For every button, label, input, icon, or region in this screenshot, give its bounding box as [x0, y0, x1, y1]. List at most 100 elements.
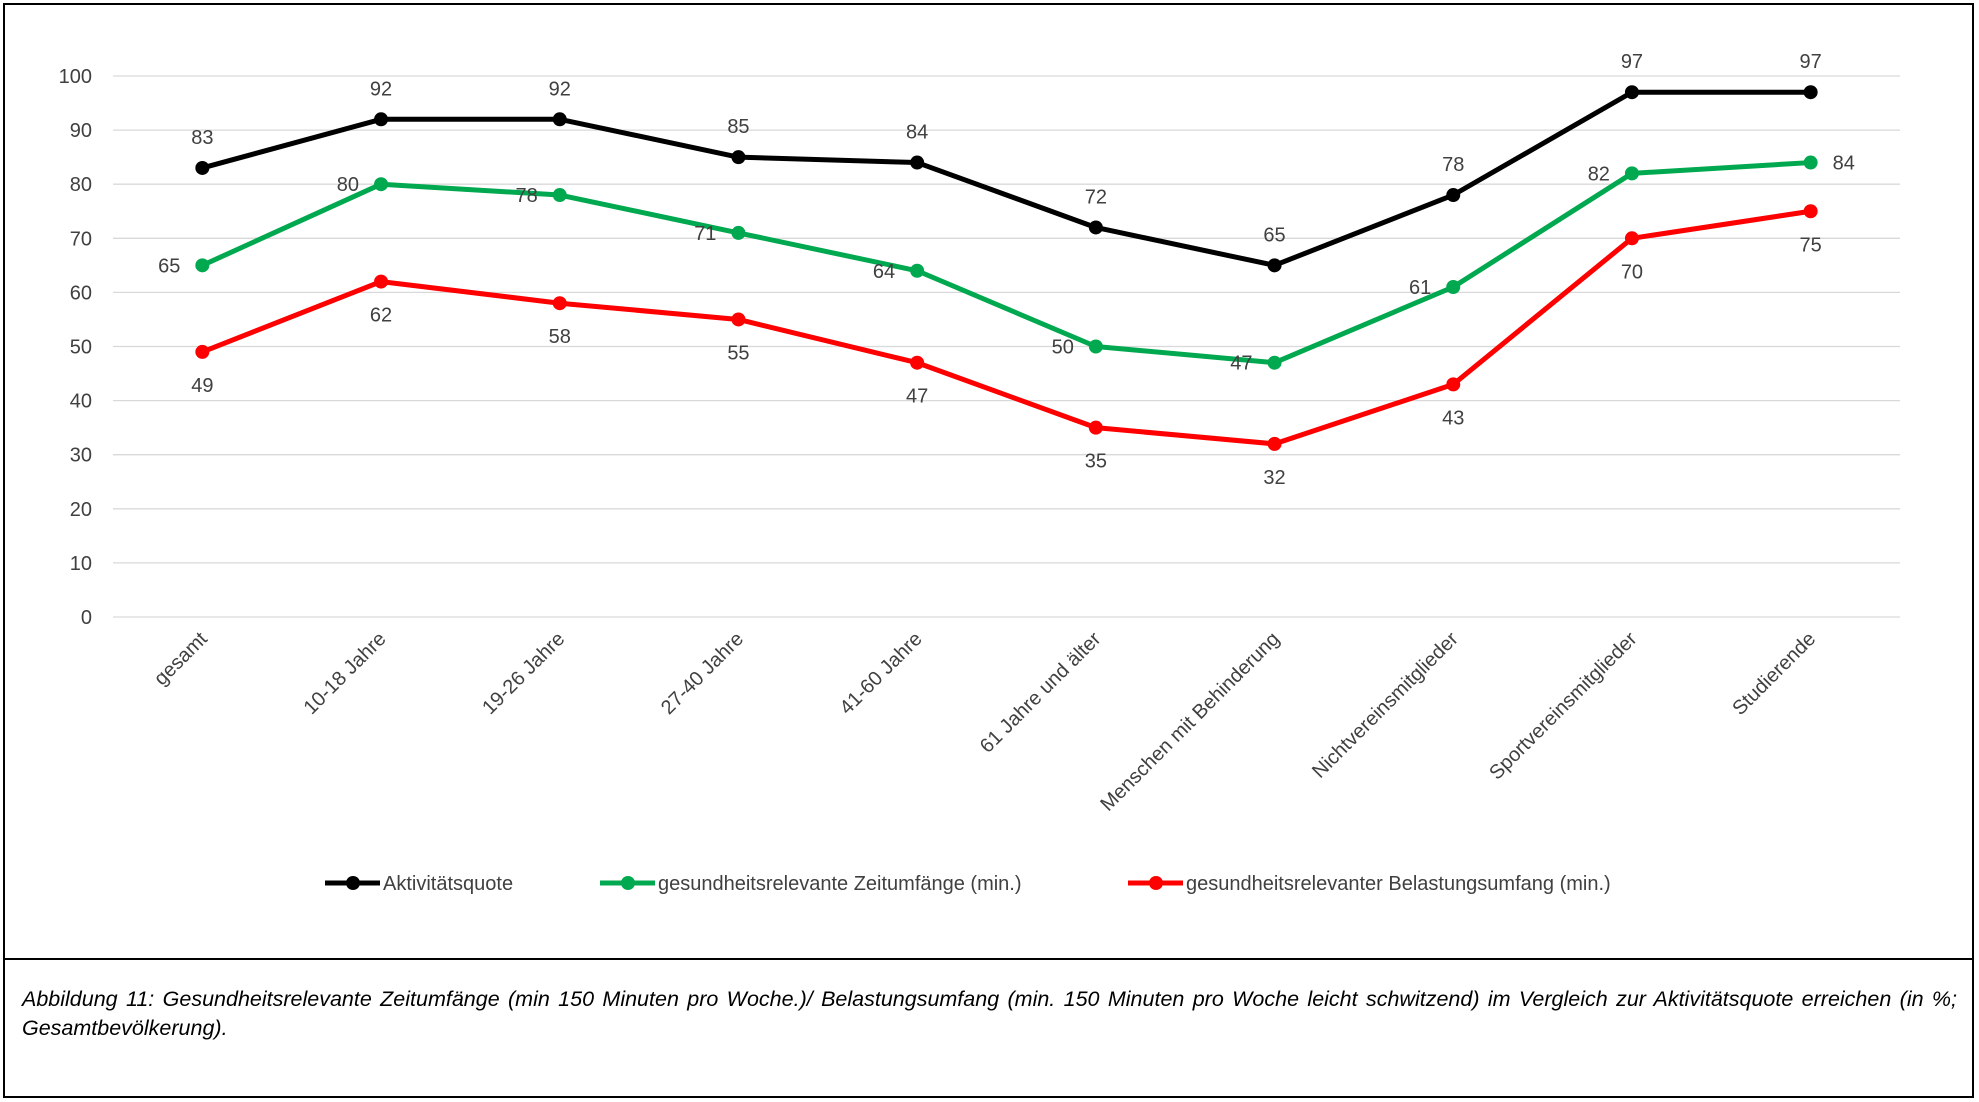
- data-point: [1267, 258, 1282, 273]
- data-point: [1446, 377, 1461, 392]
- data-point: [374, 274, 389, 289]
- data-point: [552, 188, 567, 203]
- y-tick-label: 0: [81, 607, 92, 629]
- figure-frame: [3, 3, 1974, 1098]
- data-point: [910, 155, 925, 170]
- data-labels: 83 92 92 85 84 72 65 78 97 97 65 80 78 71 64 50 47 61 82 84…: [158, 51, 1855, 489]
- data-point: [1803, 155, 1818, 170]
- data-label: 35: [1085, 451, 1107, 473]
- series-line: [199, 208, 1814, 447]
- data-point: [374, 112, 389, 127]
- line-chart: 0 10 20 30 40 50 60 70 80 90 100 gesamt 10-18 Jahre…: [59, 51, 1900, 895]
- data-label: 72: [1085, 186, 1107, 208]
- x-tick-label: Nichtvereinsmitglieder: [1308, 628, 1463, 783]
- data-label: 32: [1263, 467, 1285, 489]
- gridlines: [113, 75, 1900, 618]
- y-tick-label: 70: [70, 228, 92, 250]
- data-label: 97: [1621, 51, 1643, 73]
- legend-label: Aktivitätsquote: [383, 873, 513, 895]
- legend-swatch-marker: [1149, 876, 1163, 890]
- data-point: [1803, 85, 1818, 100]
- caption-divider: [3, 958, 1974, 960]
- x-tick-label: 10-18 Jahre: [300, 628, 391, 719]
- data-point: [1267, 355, 1282, 370]
- series-line: [199, 160, 1814, 366]
- data-label: 78: [516, 185, 538, 207]
- y-axis-ticks: 0 10 20 30 40 50 60 70 80 90 100: [59, 66, 92, 629]
- legend-swatch-marker: [346, 876, 360, 890]
- data-label: 84: [1833, 153, 1855, 175]
- x-tick-label: gesamt: [150, 628, 212, 690]
- x-tick-label: 19-26 Jahre: [478, 628, 569, 719]
- y-tick-label: 30: [70, 445, 92, 467]
- y-tick-label: 20: [70, 499, 92, 521]
- x-tick-label: Menschen mit Behinderung: [1096, 628, 1284, 816]
- data-point: [1803, 204, 1818, 219]
- y-tick-label: 90: [70, 120, 92, 142]
- data-label: 70: [1621, 261, 1643, 283]
- data-label: 62: [370, 305, 392, 327]
- data-point: [1088, 220, 1103, 235]
- data-point: [731, 150, 746, 165]
- data-label: 97: [1800, 51, 1822, 73]
- data-label: 83: [191, 127, 213, 149]
- data-label: 82: [1588, 163, 1610, 185]
- data-label: 58: [549, 326, 571, 348]
- data-point: [552, 296, 567, 311]
- x-tick-label: 61 Jahre und älter: [976, 628, 1106, 758]
- x-tick-label: Sportvereinsmitglieder: [1485, 628, 1641, 784]
- series-lines: [195, 85, 1818, 451]
- data-label: 85: [727, 116, 749, 138]
- data-point: [1624, 231, 1639, 246]
- x-tick-label: Studierende: [1728, 628, 1820, 720]
- data-point: [910, 355, 925, 370]
- data-point: [1624, 166, 1639, 181]
- data-point: [552, 112, 567, 127]
- data-label: 64: [873, 261, 895, 283]
- data-label: 80: [337, 174, 359, 196]
- data-point: [195, 258, 210, 273]
- data-point: [1088, 339, 1103, 354]
- data-label: 78: [1442, 154, 1464, 176]
- x-tick-label: 27-40 Jahre: [657, 628, 748, 719]
- data-point: [1088, 420, 1103, 435]
- data-label: 47: [1230, 353, 1252, 375]
- data-label: 75: [1800, 234, 1822, 256]
- y-tick-label: 40: [70, 391, 92, 413]
- data-label: 92: [370, 78, 392, 100]
- data-label: 55: [727, 342, 749, 364]
- data-label: 84: [906, 122, 928, 144]
- data-point: [195, 344, 210, 359]
- data-label: 50: [1052, 337, 1074, 359]
- data-label: 61: [1409, 277, 1431, 299]
- data-point: [731, 225, 746, 240]
- y-tick-label: 100: [59, 66, 92, 88]
- legend-label: gesundheitsrelevante Zeitumfänge (min.): [658, 873, 1022, 895]
- series-line: [199, 89, 1814, 268]
- data-label: 65: [158, 255, 180, 277]
- data-point: [1446, 188, 1461, 203]
- data-point: [1267, 436, 1282, 451]
- data-label: 92: [549, 78, 571, 100]
- figure-caption: Abbildung 11: Gesundheitsrelevante Zeitu…: [22, 987, 1957, 1040]
- legend: Aktivitätsquote gesundheitsrelevante Zeit…: [325, 873, 1611, 895]
- data-point: [195, 160, 210, 175]
- data-point: [731, 312, 746, 327]
- x-axis-ticks: gesamt 10-18 Jahre 19-26 Jahre 27-40 Jahre 4…: [150, 628, 1820, 816]
- data-label: 43: [1442, 407, 1464, 429]
- data-label: 47: [906, 386, 928, 408]
- y-tick-label: 50: [70, 337, 92, 359]
- data-point: [910, 263, 925, 278]
- y-tick-label: 60: [70, 282, 92, 304]
- data-label: 49: [191, 375, 213, 397]
- data-point: [374, 177, 389, 192]
- legend-label: gesundheitsrelevanter Belastungsumfang (…: [1186, 873, 1611, 895]
- data-label: 65: [1263, 224, 1285, 246]
- data-label: 71: [694, 223, 716, 245]
- y-tick-label: 80: [70, 174, 92, 196]
- legend-swatch-marker: [621, 876, 635, 890]
- y-tick-label: 10: [70, 553, 92, 575]
- data-point: [1624, 85, 1639, 100]
- data-point: [1446, 279, 1461, 294]
- x-tick-label: 41-60 Jahre: [836, 628, 927, 719]
